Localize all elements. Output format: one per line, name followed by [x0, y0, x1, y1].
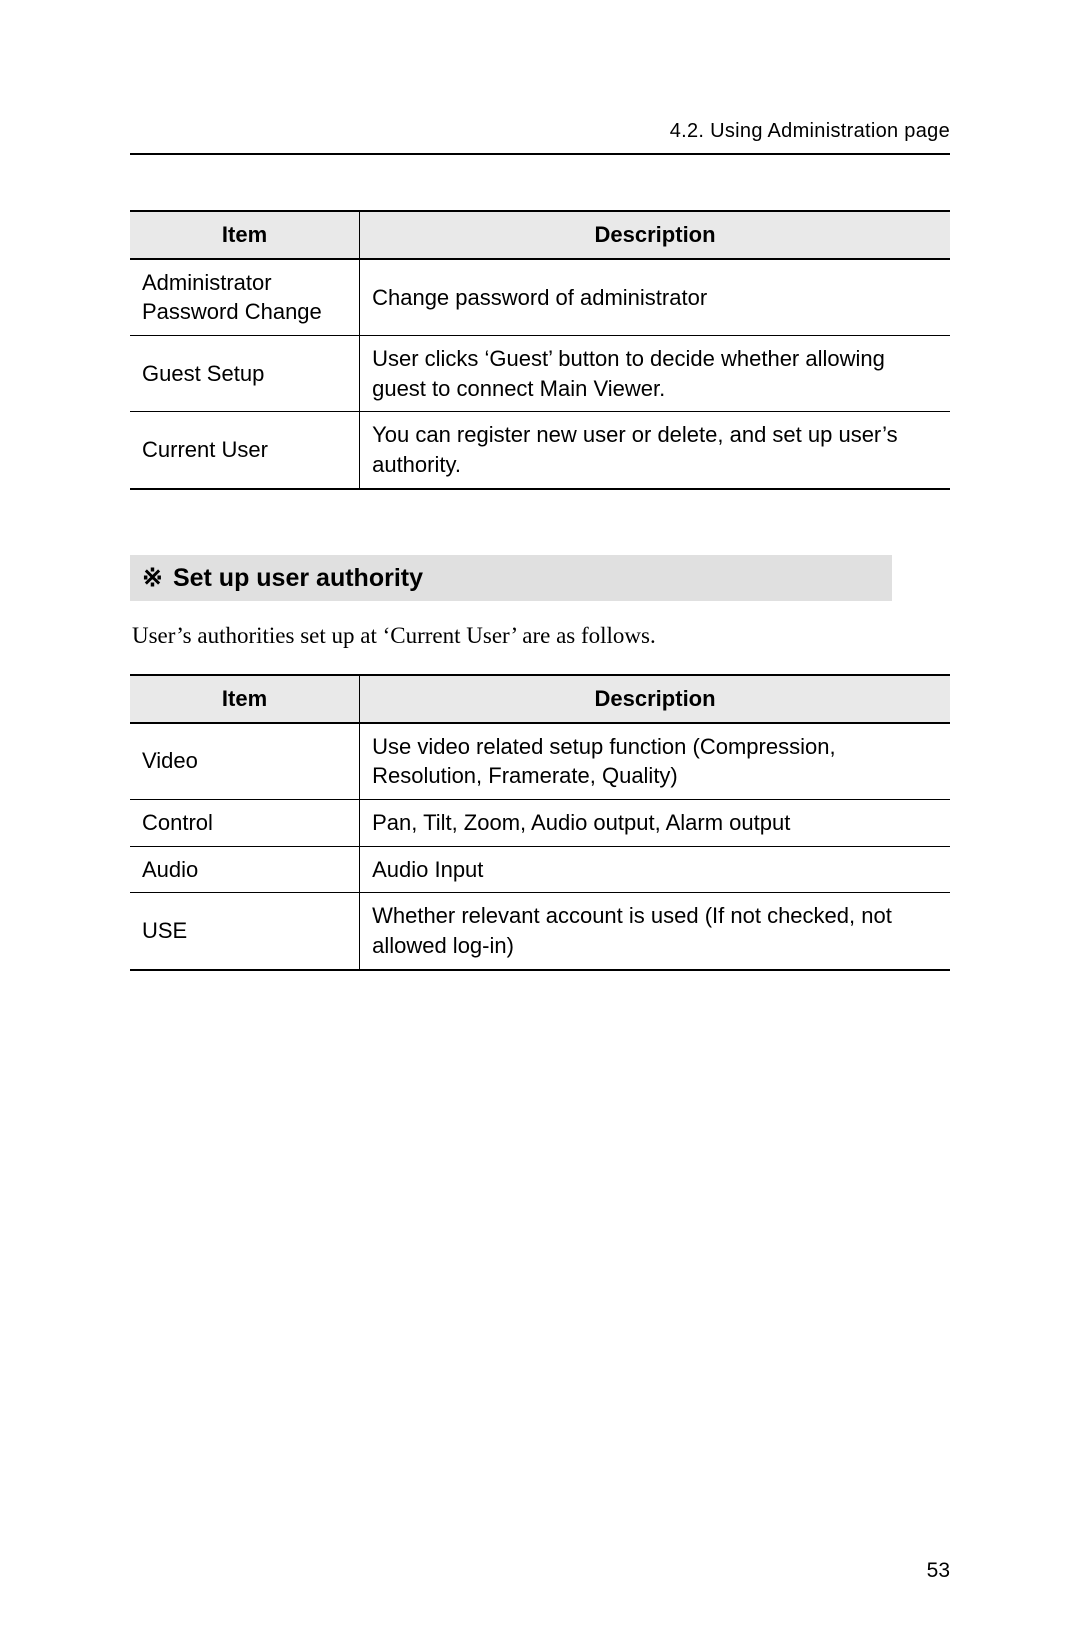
table-header-row: Item Description — [130, 675, 950, 723]
table-row: Audio Audio Input — [130, 846, 950, 893]
table-user-authority: Item Description Video Use video related… — [130, 674, 950, 971]
cell-description: You can register new user or delete, and… — [360, 412, 950, 489]
table-header-item: Item — [130, 211, 360, 259]
reference-mark-icon: ※ — [142, 564, 163, 592]
table-row: USE Whether relevant account is used (If… — [130, 893, 950, 970]
section-title: Set up user authority — [173, 564, 423, 592]
running-head: 4.2. Using Administration page — [130, 120, 950, 155]
cell-item: Guest Setup — [130, 336, 360, 412]
table-header-description: Description — [360, 675, 950, 723]
section-heading: ※ Set up user authority — [130, 555, 892, 601]
table-header-row: Item Description — [130, 211, 950, 259]
table-header-item: Item — [130, 675, 360, 723]
cell-description: User clicks ‘Guest’ button to decide whe… — [360, 336, 950, 412]
cell-description: Whether relevant account is used (If not… — [360, 893, 950, 970]
cell-description: Change password of administrator — [360, 259, 950, 336]
table-row: Current User You can register new user o… — [130, 412, 950, 489]
table-admin-items: Item Description Administrator Password … — [130, 210, 950, 490]
cell-item: Current User — [130, 412, 360, 489]
table-row: Control Pan, Tilt, Zoom, Audio output, A… — [130, 799, 950, 846]
table-row: Guest Setup User clicks ‘Guest’ button t… — [130, 336, 950, 412]
cell-description: Audio Input — [360, 846, 950, 893]
cell-item: Administrator Password Change — [130, 259, 360, 336]
table-row: Video Use video related setup function (… — [130, 723, 950, 800]
cell-description: Use video related setup function (Compre… — [360, 723, 950, 800]
cell-item: Audio — [130, 846, 360, 893]
cell-item: USE — [130, 893, 360, 970]
section-intro: User’s authorities set up at ‘Current Us… — [132, 623, 950, 649]
cell-item: Control — [130, 799, 360, 846]
table-header-description: Description — [360, 211, 950, 259]
page: 4.2. Using Administration page Item Desc… — [0, 0, 1080, 1643]
cell-item: Video — [130, 723, 360, 800]
page-number: 53 — [927, 1559, 950, 1583]
table-row: Administrator Password Change Change pas… — [130, 259, 950, 336]
cell-description: Pan, Tilt, Zoom, Audio output, Alarm out… — [360, 799, 950, 846]
